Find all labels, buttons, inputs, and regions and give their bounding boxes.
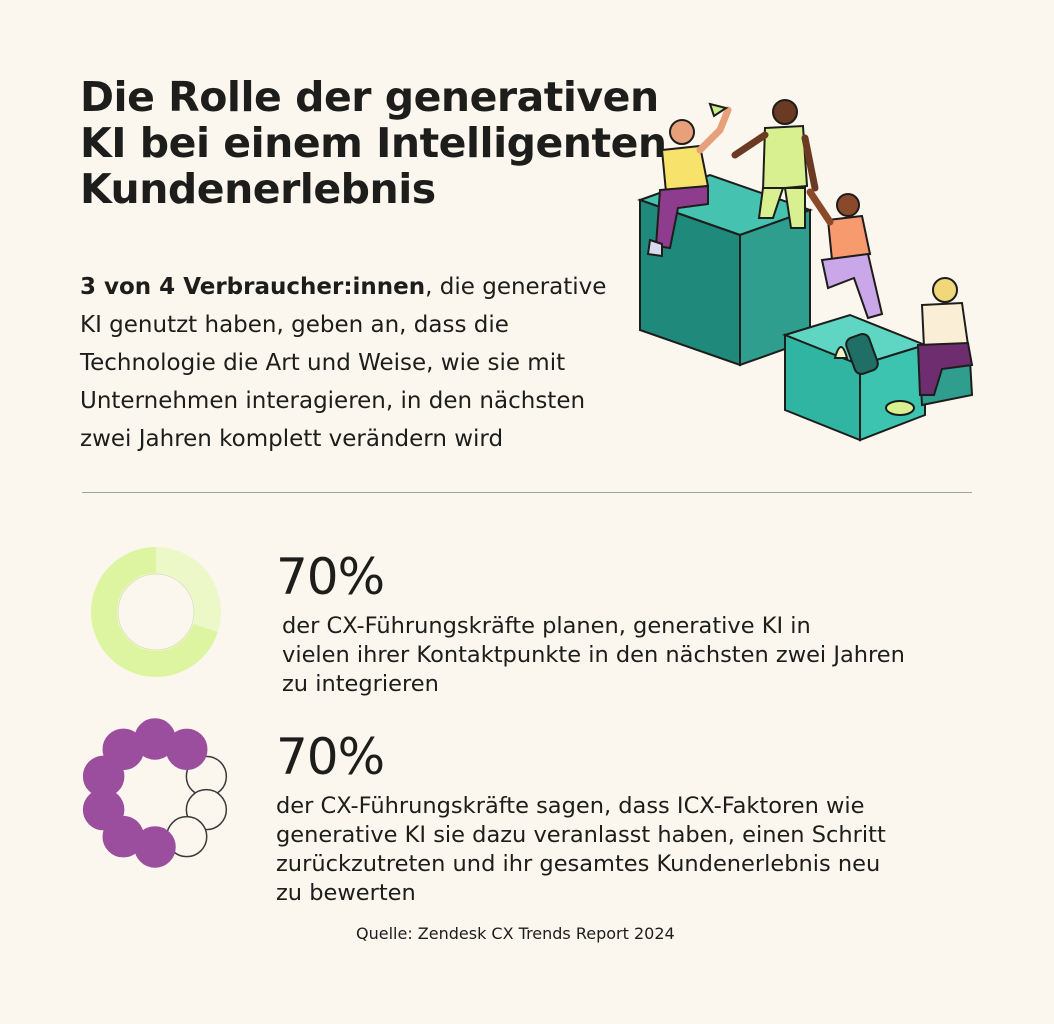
person-sitting-headset (885, 277, 974, 416)
stat-value-1: 70% (276, 548, 385, 606)
intro-bold: 3 von 4 Verbraucher:innen (80, 274, 426, 300)
stat-text-1: der CX-Führungskräfte planen, generative… (282, 612, 962, 699)
section-divider (82, 492, 972, 493)
stat-text-line: zu integrieren (282, 671, 439, 697)
stat-text-line: zurückzutreten und ihr gesamtes Kundener… (276, 851, 881, 877)
page-title: Die Rolle der generativen KI bei einem I… (80, 74, 680, 212)
title-line: Kundenerlebnis (80, 165, 436, 213)
intro-line: Technologie die Art und Weise, wie sie m… (80, 350, 566, 376)
small-block (781, 313, 929, 442)
ring-chart-70-percent (91, 547, 221, 677)
people-climbing-blocks-illustration (637, 99, 974, 442)
stat-text-line: der CX-Führungskräfte sagen, dass ICX-Fa… (276, 793, 865, 819)
source-note: Quelle: Zendesk CX Trends Report 2024 (356, 924, 675, 943)
intro-line: Unternehmen interagieren, in den nächste… (80, 388, 586, 414)
ring-arc-value (91, 547, 218, 677)
title-line: KI bei einem Intelligenten (80, 119, 667, 167)
stat-text-line: der CX-Führungskräfte planen, generative… (282, 613, 811, 639)
stat-text-2: der CX-Führungskräfte sagen, dass ICX-Fa… (276, 792, 956, 908)
ring-inner (117, 573, 195, 651)
intro-paragraph: 3 von 4 Verbraucher:innen, die generativ… (80, 268, 680, 458)
dot-filled (82, 755, 125, 798)
intro-line-1-rest: , die generative (425, 274, 607, 300)
person-climbing-orange (806, 188, 884, 320)
person-standing-lime (731, 99, 819, 229)
intro-line: KI genutzt haben, geben an, dass die (80, 312, 509, 338)
intro-line: zwei Jahren komplett verändern wird (80, 426, 504, 452)
stat-value-2: 70% (276, 728, 385, 786)
stat-text-line: zu bewerten (276, 880, 416, 906)
intro-line-1: 3 von 4 Verbraucher:innen, die generativ… (80, 268, 680, 306)
dot-ring-70-percent (82, 718, 228, 868)
title-line: Die Rolle der generativen (80, 73, 659, 121)
stat-text-line: generative KI sie dazu veranlasst haben,… (276, 822, 886, 848)
person-sitting-yellow (646, 102, 732, 258)
stat-text-line: vielen ihrer Kontaktpunkte in den nächst… (282, 642, 905, 668)
